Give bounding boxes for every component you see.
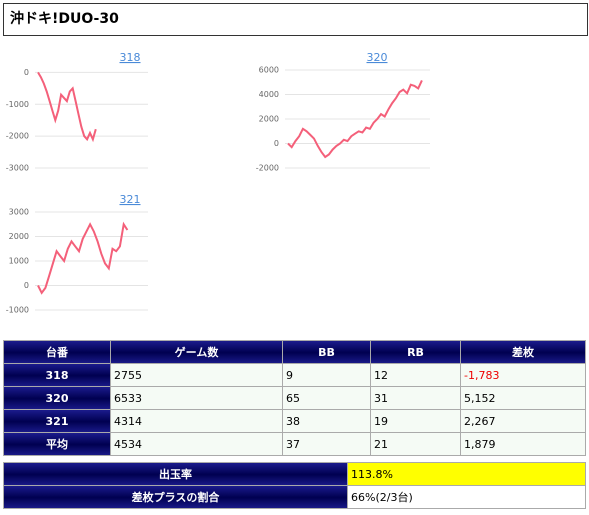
header-row: 台番 ゲーム数 BB RB 差枚 — [3, 340, 586, 364]
table-cell: 21 — [370, 432, 461, 456]
table-cell: 4534 — [110, 432, 283, 456]
y-tick-label: -1000 — [6, 306, 29, 315]
summary-value: 113.8% — [347, 462, 586, 486]
page-title: 沖ドキ!DUO-30 — [3, 3, 588, 36]
table-row: 321 4314 38 19 2,267 — [3, 409, 586, 433]
y-tick-label: -2000 — [6, 132, 29, 141]
line — [37, 221, 129, 295]
y-tick-label: 3000 — [9, 208, 29, 217]
table-row: 320 6533 65 31 5,152 — [3, 386, 586, 410]
table-row: 318 2755 9 12 -1,783 — [3, 363, 586, 387]
charts: 318 0 -1000 -2000 -3000 320 6000 4000 2000 0 -2000… — [6, 51, 430, 315]
chart-title[interactable]: 318 — [120, 51, 141, 64]
y-tick-label: 6000 — [259, 66, 279, 75]
y-tick-label: -1000 — [6, 100, 29, 109]
y-tick-label: 2000 — [9, 232, 29, 241]
table-cell: 19 — [370, 409, 461, 433]
chart-title[interactable]: 321 — [120, 193, 141, 206]
table-row: 平均 4534 37 21 1,879 — [3, 432, 586, 456]
column-header: BB — [282, 340, 371, 364]
line — [37, 71, 97, 143]
y-tick-label: 0 — [24, 281, 29, 290]
table-cell: 31 — [370, 386, 461, 410]
summary-row: 差枚プラスの割合 66%(2/3台) — [3, 485, 586, 509]
column-header: 差枚 — [460, 340, 586, 364]
summary-row: 出玉率 113.8% — [3, 462, 586, 486]
chart-title[interactable]: 320 — [367, 51, 388, 64]
summary-label: 出玉率 — [3, 462, 348, 486]
table-cell: 2755 — [110, 363, 283, 387]
row-header: 321 — [3, 409, 111, 433]
row-header: 平均 — [3, 432, 111, 456]
y-tick-label: 0 — [274, 139, 279, 148]
table-cell: -1,783 — [460, 363, 586, 387]
summary-label: 差枚プラスの割合 — [3, 485, 348, 509]
y-tick-label: 0 — [24, 68, 29, 77]
y-tick-label: -2000 — [256, 164, 279, 173]
column-header: RB — [370, 340, 461, 364]
table-cell: 37 — [282, 432, 371, 456]
table-cell: 38 — [282, 409, 371, 433]
table-cell: 5,152 — [460, 386, 586, 410]
y-tick-label: 2000 — [259, 115, 279, 124]
column-header: 台番 — [3, 340, 111, 364]
y-tick-label: 1000 — [9, 257, 29, 266]
column-header: ゲーム数 — [110, 340, 283, 364]
table-cell: 12 — [370, 363, 461, 387]
line — [287, 79, 423, 159]
table-cell: 65 — [282, 386, 371, 410]
row-header: 318 — [3, 363, 111, 387]
table-cell: 1,879 — [460, 432, 586, 456]
summary-value: 66%(2/3台) — [347, 485, 586, 509]
table-cell: 4314 — [110, 409, 283, 433]
table-cell: 2,267 — [460, 409, 586, 433]
table-cell: 6533 — [110, 386, 283, 410]
summary-table: 出玉率 113.8% 差枚プラスの割合 66%(2/3台) — [3, 462, 586, 509]
y-tick-label: -3000 — [6, 164, 29, 173]
data-table: 台番 ゲーム数 BB RB 差枚 318 2755 9 12 -1,783 320 6533 65 31 5… — [3, 340, 586, 456]
row-header: 320 — [3, 386, 111, 410]
table-cell: 9 — [282, 363, 371, 387]
y-tick-label: 4000 — [259, 90, 279, 99]
